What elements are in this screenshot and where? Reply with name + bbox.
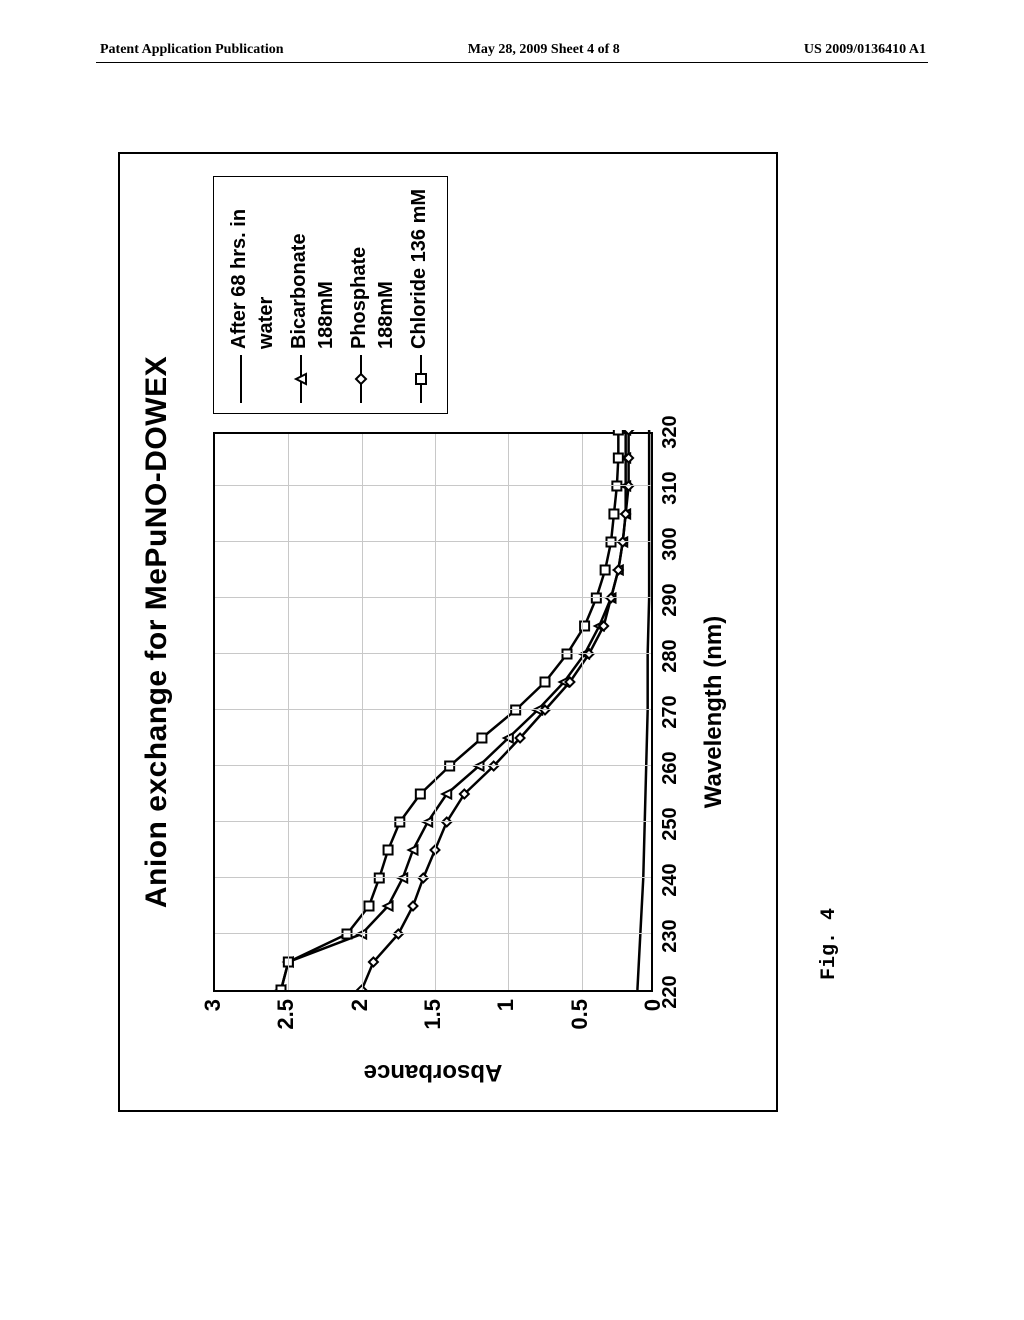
- y-axis-label: Absorbance: [364, 1058, 503, 1086]
- x-axis-label: Wavelength (nm): [700, 616, 728, 808]
- y-tick-label: 3: [202, 999, 224, 1039]
- y-tick-label: 2.5: [275, 999, 297, 1039]
- y-tick-label: 1: [495, 999, 517, 1039]
- legend-label: Chloride 136 mM: [406, 187, 433, 349]
- legend-item: Phosphate 188mM: [346, 187, 400, 403]
- header-center: May 28, 2009 Sheet 4 of 8: [468, 42, 620, 58]
- legend-label: Bicarbonate 188mM: [286, 187, 340, 349]
- plot-area: [213, 432, 653, 992]
- y-tick-label: 1.5: [422, 999, 444, 1039]
- legend-label: Phosphate 188mM: [346, 187, 400, 349]
- header-right: US 2009/0136410 A1: [804, 42, 926, 58]
- y-tick-label: 0.5: [569, 999, 591, 1039]
- x-tick-label: 280: [660, 639, 680, 672]
- x-tick-label: 240: [660, 863, 680, 896]
- page-header: Patent Application Publication May 28, 2…: [0, 42, 1024, 58]
- chart-title: Anion exchange for MePuNO-DOWEX: [140, 152, 174, 1112]
- x-tick-label: 230: [660, 919, 680, 952]
- figure-caption: Fig. 4: [818, 908, 841, 980]
- legend-item: Chloride 136 mM: [406, 187, 433, 403]
- x-tick-label: 310: [660, 471, 680, 504]
- x-tick-label: 300: [660, 527, 680, 560]
- legend-item: Bicarbonate 188mM: [286, 187, 340, 403]
- x-tick-label: 290: [660, 583, 680, 616]
- legend: After 68 hrs. in waterBicarbonate 188mMP…: [213, 176, 448, 414]
- x-tick-label: 320: [660, 415, 680, 448]
- header-rule: [96, 62, 928, 63]
- header-left: Patent Application Publication: [100, 42, 284, 58]
- x-tick-label: 270: [660, 695, 680, 728]
- x-tick-label: 260: [660, 751, 680, 784]
- figure-frame: Anion exchange for MePuNO-DOWEX Absorban…: [118, 152, 778, 1112]
- figure-rotation-container: Anion exchange for MePuNO-DOWEX Absorban…: [118, 152, 778, 1112]
- x-tick-label: 220: [660, 975, 680, 1008]
- x-tick-label: 250: [660, 807, 680, 840]
- y-tick-label: 2: [349, 999, 371, 1039]
- legend-item: After 68 hrs. in water: [226, 187, 280, 403]
- legend-label: After 68 hrs. in water: [226, 187, 280, 349]
